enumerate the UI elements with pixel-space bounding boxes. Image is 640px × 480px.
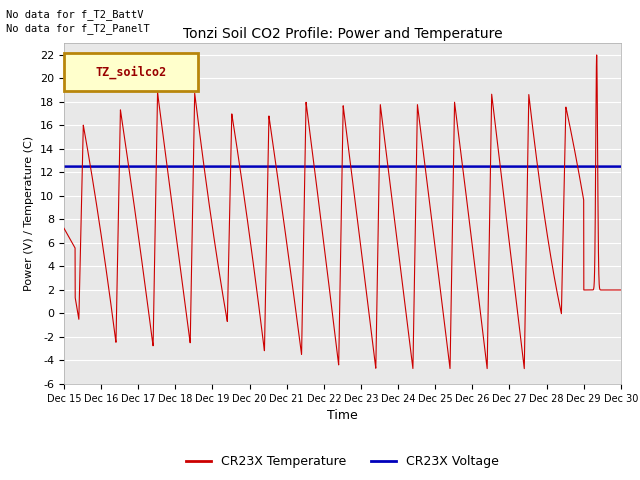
FancyBboxPatch shape — [64, 53, 198, 91]
Title: Tonzi Soil CO2 Profile: Power and Temperature: Tonzi Soil CO2 Profile: Power and Temper… — [182, 27, 502, 41]
Text: No data for f_T2_PanelT: No data for f_T2_PanelT — [6, 23, 150, 34]
Text: TZ_soilco2: TZ_soilco2 — [95, 65, 166, 79]
Legend: CR23X Temperature, CR23X Voltage: CR23X Temperature, CR23X Voltage — [181, 450, 504, 473]
Y-axis label: Power (V) / Temperature (C): Power (V) / Temperature (C) — [24, 136, 35, 291]
Text: No data for f_T2_BattV: No data for f_T2_BattV — [6, 9, 144, 20]
X-axis label: Time: Time — [327, 409, 358, 422]
